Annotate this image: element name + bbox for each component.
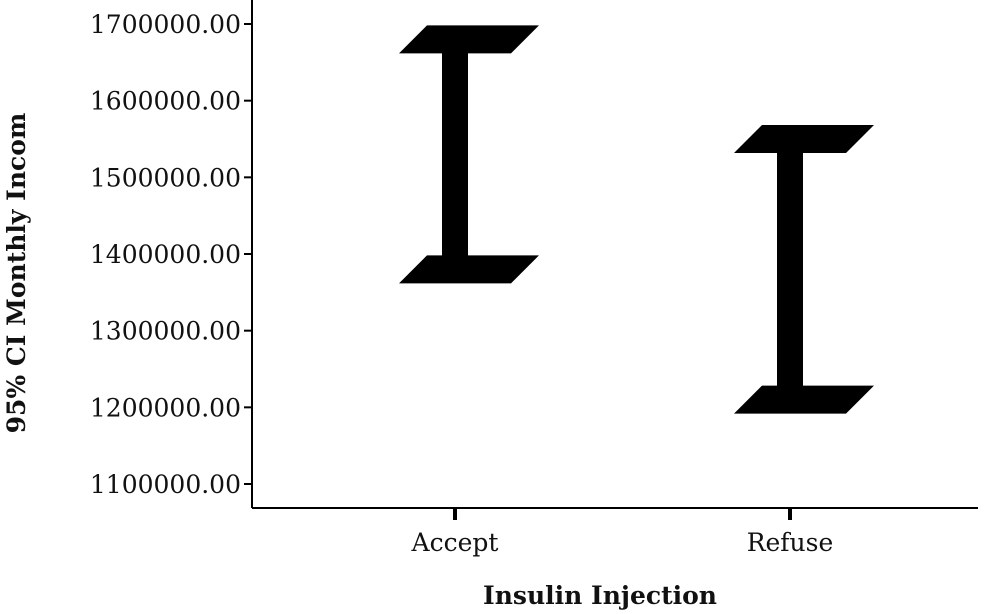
error-bar-accept bbox=[399, 25, 539, 284]
axes bbox=[251, 0, 978, 509]
y-axis-title: 95% CI Monthly Incom bbox=[2, 113, 31, 434]
error-bar-stem bbox=[777, 139, 803, 400]
y-tick-label: 1500000.00 bbox=[90, 163, 241, 192]
error-bars bbox=[399, 25, 874, 414]
error-bar-lower-cap bbox=[399, 255, 539, 284]
error-bar-lower-cap bbox=[734, 385, 874, 414]
x-tick-label: Accept bbox=[411, 528, 499, 557]
y-tick-label: 1700000.00 bbox=[90, 10, 241, 39]
y-tick-label: 1600000.00 bbox=[90, 87, 241, 116]
y-ticks: 1100000.00 1200000.00 1300000.00 1400000.00… bbox=[90, 10, 252, 499]
x-tick-label: Refuse bbox=[747, 528, 834, 557]
error-bar-stem bbox=[442, 39, 468, 270]
error-bar-upper-cap bbox=[734, 125, 874, 153]
error-bar-upper-cap bbox=[399, 25, 539, 54]
y-tick-label: 1100000.00 bbox=[90, 470, 241, 499]
y-tick-label: 1400000.00 bbox=[90, 240, 241, 269]
x-axis-title: Insulin Injection bbox=[483, 581, 717, 610]
y-tick-label: 1300000.00 bbox=[90, 317, 241, 346]
x-ticks: Accept Refuse bbox=[411, 508, 834, 557]
y-tick-label: 1200000.00 bbox=[90, 393, 241, 422]
error-bar-refuse bbox=[734, 125, 874, 414]
